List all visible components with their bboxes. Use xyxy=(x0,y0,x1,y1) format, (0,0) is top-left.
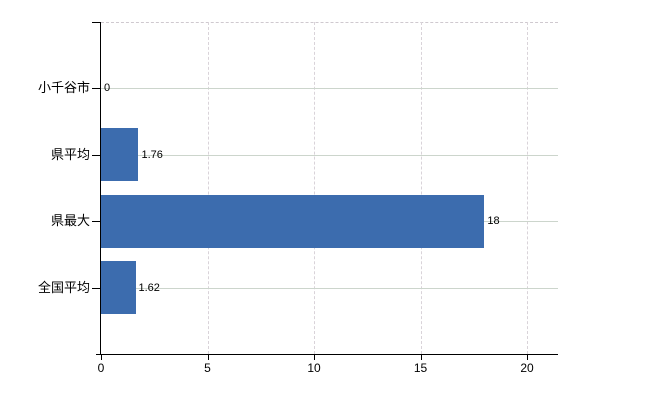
bar-全国平均 xyxy=(101,261,136,315)
x-axis-tick-label: 5 xyxy=(204,361,211,375)
value-label: 0 xyxy=(104,82,111,95)
category-label: 県平均 xyxy=(50,146,90,162)
category-label: 小千谷市 xyxy=(37,80,90,96)
bar-県平均 xyxy=(101,128,139,182)
x-axis-tick xyxy=(527,355,528,360)
x-axis-tick-label: 15 xyxy=(413,361,428,375)
y-axis-tick xyxy=(92,22,100,23)
gridline-vertical xyxy=(314,22,315,354)
x-axis-line xyxy=(96,354,558,355)
y-axis-tick xyxy=(92,88,100,90)
gridline-horizontal xyxy=(101,154,558,156)
y-axis-tick xyxy=(92,287,100,289)
x-axis-tick-label: 20 xyxy=(520,361,534,375)
gridline-vertical xyxy=(207,22,209,354)
plot-area xyxy=(101,22,558,354)
x-axis-tick xyxy=(420,355,422,360)
category-label: 全国平均 xyxy=(37,279,90,295)
y-axis-tick xyxy=(92,154,100,156)
category-label: 県最大 xyxy=(50,213,90,229)
plot-top-border xyxy=(101,22,558,23)
y-axis-tick xyxy=(92,221,100,223)
value-label: 1.62 xyxy=(138,281,160,294)
gridline-horizontal xyxy=(101,88,558,90)
bar-県最大 xyxy=(101,194,485,248)
gridline-vertical xyxy=(420,22,422,354)
x-axis-tick xyxy=(207,355,209,360)
x-axis-tick xyxy=(314,355,315,360)
gridline-horizontal xyxy=(101,287,558,289)
x-axis-tick-label: 0 xyxy=(97,361,105,375)
y-axis-line xyxy=(100,22,101,355)
value-label: 18 xyxy=(487,215,500,228)
gridline-vertical xyxy=(527,22,528,354)
x-axis-tick xyxy=(101,355,102,360)
x-axis-tick-label: 10 xyxy=(307,361,321,375)
value-label: 1.76 xyxy=(141,148,163,161)
